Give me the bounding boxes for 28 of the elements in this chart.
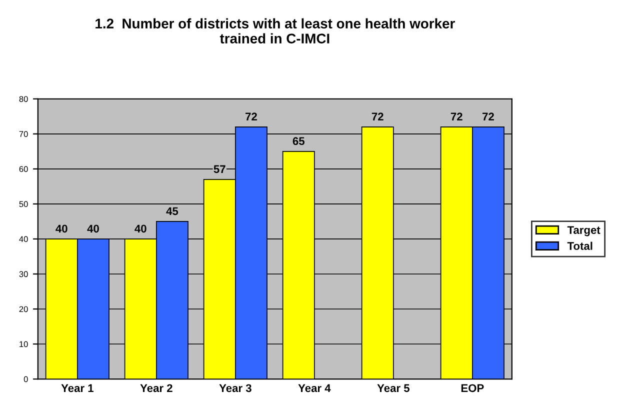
legend-label: Total	[567, 242, 592, 250]
data-label: 72	[482, 112, 494, 120]
y-tick-label: 30	[19, 271, 28, 278]
x-tick-label: Year 1	[61, 384, 94, 392]
y-tick-label: 10	[20, 341, 28, 348]
y-tick-label: 60	[19, 166, 28, 172]
data-label: 72	[372, 112, 384, 120]
y-tick-label: 0	[24, 376, 28, 382]
data-label: 72	[246, 112, 257, 120]
y-tick-label: 40	[19, 236, 28, 242]
y-tick-label: 80	[19, 96, 28, 102]
chart-title: 1.2 Number of districts with at least one health worker trained in C-IMCI	[96, 18, 455, 44]
x-tick-label: Year 2	[140, 384, 172, 392]
x-tick-label: Year 3	[219, 384, 252, 392]
y-tick-label: 50	[19, 201, 28, 208]
y-tick-label: 20	[19, 306, 28, 312]
data-label: 40	[56, 224, 68, 233]
x-tick-label: EOP	[461, 384, 484, 392]
data-label: 45	[166, 207, 178, 216]
data-label: 40	[134, 224, 146, 233]
x-tick-label: Year 5	[377, 384, 410, 392]
y-tick-label: 70	[19, 131, 28, 137]
x-tick-label: Year 4	[298, 384, 331, 392]
legend-label: Target	[567, 226, 600, 236]
data-label: 57	[214, 165, 226, 174]
data-label: 72	[450, 112, 462, 120]
data-label: 65	[292, 137, 304, 146]
data-label: 40	[87, 224, 99, 233]
